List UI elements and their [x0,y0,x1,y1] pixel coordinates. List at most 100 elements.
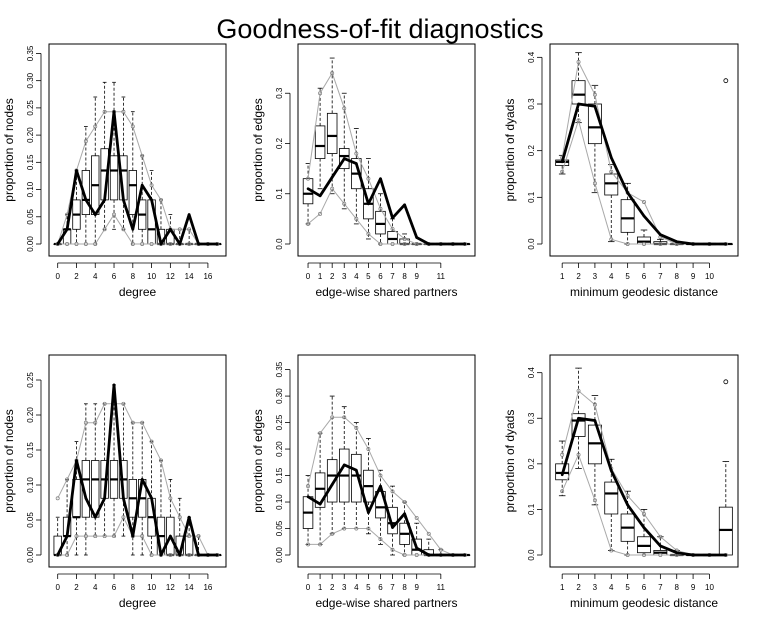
observed-point [56,242,59,246]
observed-point [140,478,144,481]
iqr-box [109,155,119,201]
gof-panel-1: 0.00 0.05 0.10 0.15 0.20 0.25 0.30 0.35 proporti… [2,43,227,299]
sim-min-point [112,212,116,217]
sim-min-point [576,118,581,123]
observed-series [560,416,728,557]
observed-point [463,553,467,557]
sim-max-point [140,153,145,158]
sim-max-series [55,401,220,557]
y-tick-label: 0.25 [26,372,35,388]
x-axis-label: degree [119,285,157,299]
boxplot-2 [326,395,338,535]
x-tick-label: 7 [658,583,663,592]
sim-min-point [378,242,383,246]
boxplot-1 [555,440,570,497]
x-tick-label: 6 [378,583,383,592]
observed-point [56,553,59,557]
observed-point [169,228,172,231]
observed-point [187,213,191,216]
sim-max-point [196,534,201,539]
iqr-box [375,210,386,235]
sim-max-point [177,515,182,520]
sim-min-line [561,118,726,245]
sim-min-point [306,221,310,226]
x-tick-label: 11 [437,272,446,281]
sim-max-point [121,401,126,406]
y-axis: 0.00 0.05 0.10 0.15 0.20 0.25 proportion of no… [2,372,42,563]
sim-min-point [592,498,597,503]
y-tick-label: 0.3 [527,98,536,110]
y-tick-label: 0.4 [527,51,536,63]
observed-point [159,553,163,557]
sim-min-point [149,242,154,246]
y-axis: 0.00 0.05 0.10 0.15 0.20 0.25 0.30 0.35 proporti… [251,361,291,563]
y-tick-label: 0.0 [275,238,284,250]
plot-frame [297,43,476,257]
observed-point [330,175,334,179]
observed-point [391,526,394,529]
sim-max-point [609,169,614,174]
sim-max-point [576,60,581,64]
boxplot-3 [587,84,602,194]
sim-min-point [354,216,359,221]
sim-max-point [625,493,630,498]
y-tick-label: 0.35 [275,361,284,377]
observed-point [159,242,163,246]
observed-point [103,198,106,202]
sim-max-point [642,200,646,204]
y-tick-label: 0.20 [26,407,35,423]
x-axis: 0 2 4 6 8 10 12 14 16 degree [55,573,213,610]
sim-min-point [609,237,614,242]
sim-max-point [102,401,107,406]
observed-point [560,160,564,164]
observed-point [140,183,144,187]
x-axis-label: minimum geodesic distance [570,596,718,610]
plot-frame [549,43,739,257]
sim-min-point [378,537,383,542]
x-tick-label: 8 [131,272,136,281]
sim-min-point [130,242,135,246]
sim-max-point [130,124,135,129]
sim-min-point [402,553,407,557]
sim-min-point [318,211,323,216]
x-tick-label: 4 [609,583,614,592]
boxplot-4 [604,458,619,551]
y-tick-label: 0.3 [275,87,284,99]
sim-max-point [149,183,154,188]
sim-min-point [140,242,145,246]
x-tick-label: 2 [330,583,335,592]
observed-point [342,463,346,467]
y-axis-label: proportion of edges [251,98,265,201]
x-tick-label: 7 [658,272,663,281]
boxplots [302,57,471,246]
sim-max-point [560,452,565,457]
sim-min-point [402,242,407,246]
sim-min-point [658,242,663,246]
boxplot-9 [138,155,147,245]
gof-panel-4: 0.00 0.05 0.10 0.15 0.20 0.25 proportion of no… [2,354,227,610]
y-tick-label: 0.05 [26,512,35,528]
observed-point [206,553,210,557]
sim-max-series [306,71,467,246]
x-tick-label: 3 [342,583,347,592]
x-tick-label: 2 [74,272,79,281]
sim-max-point [159,197,163,202]
x-tick-label: 6 [378,272,383,281]
observed-point [112,383,116,387]
x-tick-label: 5 [625,583,630,592]
sim-min-point [625,242,630,246]
observed-point [403,512,406,515]
sim-max-point [426,531,431,536]
boxplot-4 [604,164,619,243]
x-tick-label: 2 [576,583,581,592]
observed-point [84,497,88,500]
sim-max-point [121,109,126,114]
observed-point [112,110,116,113]
observed-point [65,534,69,538]
boxplot-7 [653,238,668,246]
sim-max-point [366,176,371,181]
sim-min-point [168,242,173,246]
y-axis: 0.0 0.1 0.2 0.3 proportion of edges [251,87,291,250]
x-tick-label: 14 [185,583,194,592]
x-tick-label: 5 [366,272,371,281]
